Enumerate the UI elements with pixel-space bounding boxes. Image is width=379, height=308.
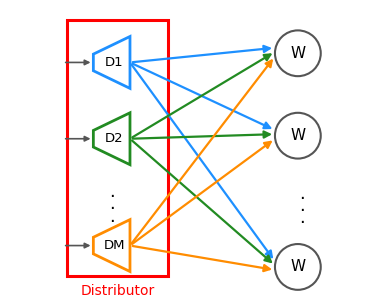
Text: W: W — [290, 128, 305, 143]
Text: .: . — [299, 197, 305, 215]
Text: D1: D1 — [105, 56, 124, 69]
Text: Distributor: Distributor — [81, 284, 155, 298]
Circle shape — [275, 113, 321, 159]
Bar — [67, 20, 168, 276]
Circle shape — [275, 30, 321, 76]
Text: .: . — [299, 185, 305, 203]
Text: D2: D2 — [105, 132, 124, 145]
Polygon shape — [93, 113, 130, 165]
Circle shape — [275, 244, 321, 290]
Polygon shape — [93, 36, 130, 88]
Text: .: . — [109, 195, 114, 213]
Text: .: . — [299, 209, 305, 227]
Text: .: . — [109, 183, 114, 201]
Polygon shape — [93, 220, 130, 272]
Text: DM: DM — [103, 239, 125, 252]
Text: .: . — [109, 208, 114, 225]
Text: W: W — [290, 259, 305, 274]
Text: W: W — [290, 46, 305, 61]
